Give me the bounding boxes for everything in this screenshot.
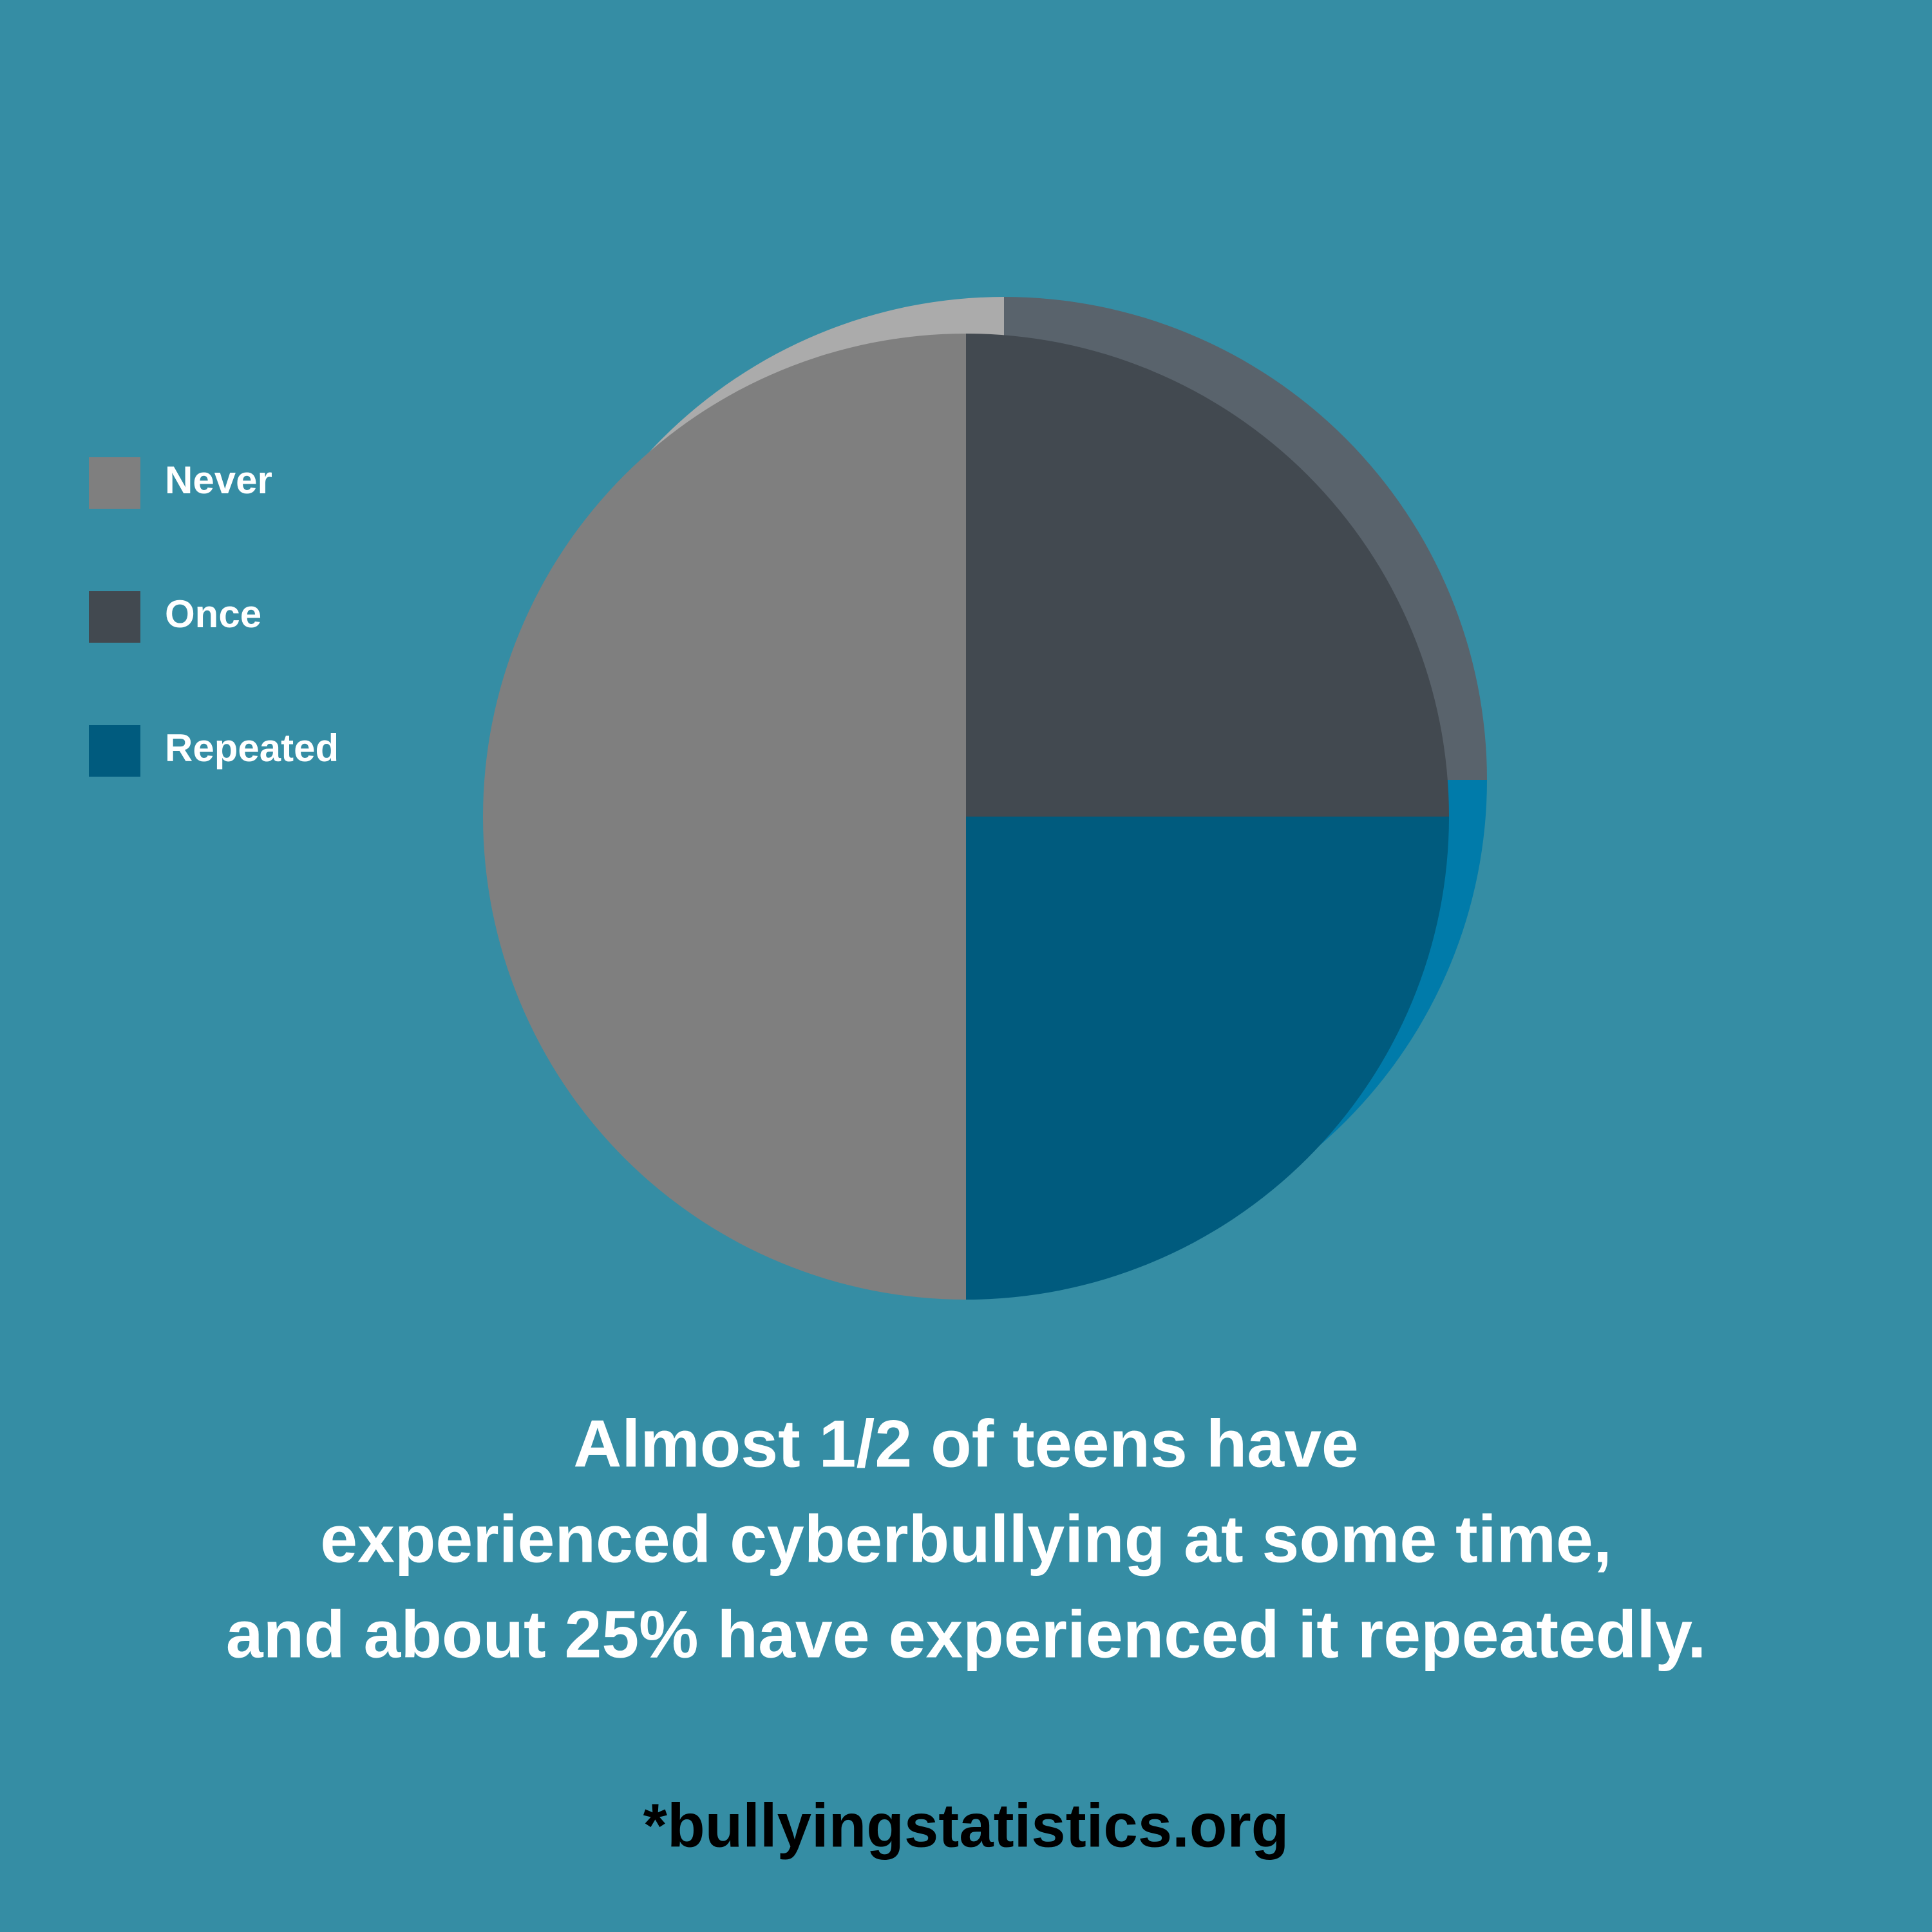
caption-line: experienced cyberbullying at some time, [320, 1502, 1612, 1577]
legend: Never Once Repeated [89, 457, 339, 777]
slice [483, 334, 966, 1300]
caption-line: and about 25% have experienced it repeat… [226, 1597, 1706, 1672]
legend-swatch [89, 457, 140, 509]
slice [966, 817, 1449, 1300]
legend-label: Never [165, 459, 272, 502]
source: *bullyingstatistics.org [643, 1791, 1289, 1860]
pie [483, 297, 1487, 1300]
legend-swatch [89, 591, 140, 643]
legend-swatch [89, 725, 140, 777]
slice [966, 334, 1449, 817]
legend-label: Repeated [165, 726, 339, 770]
caption-line: Almost 1/2 of teens have [573, 1406, 1359, 1481]
legend-label: Once [165, 592, 261, 636]
